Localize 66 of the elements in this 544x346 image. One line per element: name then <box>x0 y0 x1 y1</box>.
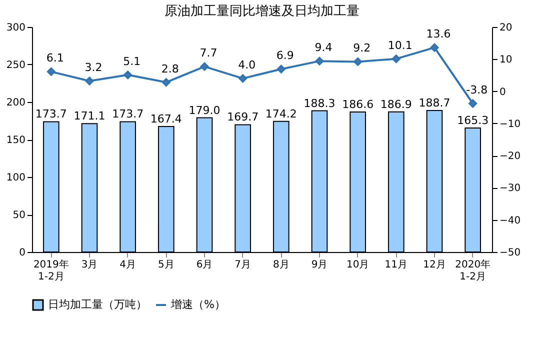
data-label: 165.3 <box>457 114 489 128</box>
data-label: 4.0 <box>238 58 256 72</box>
data-label: 13.6 <box>426 28 451 41</box>
y2-tick-label: 10 <box>500 54 512 66</box>
point <box>85 76 94 86</box>
y-tick-label: 250 <box>6 60 26 71</box>
x-tick-label: 8月 <box>272 260 290 270</box>
x-tick-label: 5月 <box>158 260 174 270</box>
point <box>162 78 170 86</box>
data-label: 9.2 <box>353 42 371 55</box>
data-label: 6.1 <box>46 52 64 65</box>
legend-label: 增速（%） <box>170 298 226 311</box>
data-label: 171.1 <box>74 110 106 123</box>
y2-tick-label: −40 <box>500 215 521 226</box>
y-tick-label: 0 <box>19 248 26 258</box>
y2-tick-label: −20 <box>500 151 521 162</box>
x-tick-label: 11月 <box>384 260 408 270</box>
x-tick-label: 2020年 1-2月 <box>455 258 491 282</box>
point <box>124 70 132 80</box>
data-label: 167.4 <box>150 112 182 126</box>
point <box>47 68 56 76</box>
point <box>468 99 477 108</box>
x-tick-label: 2019年 1-2月 <box>33 258 69 282</box>
point <box>315 56 324 66</box>
y-tick-label: 100 <box>6 172 26 184</box>
point <box>392 54 400 63</box>
data-label: -3.8 <box>466 84 488 96</box>
data-label: 2.8 <box>161 62 179 76</box>
data-label: 6.9 <box>276 49 294 62</box>
y2-tick-label: −10 <box>500 118 521 130</box>
legend-label: 日均加工量（万吨） <box>48 298 147 311</box>
y2-tick-label: −30 <box>500 183 521 194</box>
data-label: 3.2 <box>84 61 102 74</box>
chart-title: 原油加工量同比增速及日均加工量 <box>164 4 360 19</box>
point <box>200 62 209 71</box>
point <box>238 74 247 83</box>
data-label: 188.7 <box>418 96 450 110</box>
data-label: 188.3 <box>304 96 336 110</box>
y-tick-label: 150 <box>6 135 26 146</box>
data-label: 174.2 <box>265 107 297 120</box>
x-tick-label: 10月 <box>346 260 370 270</box>
x-tick-label: 4月 <box>120 260 136 270</box>
y2-tick-label: 20 <box>500 22 512 34</box>
y2-tick-label: 0 <box>500 86 506 98</box>
point <box>354 58 362 66</box>
x-tick-label: 12月 <box>423 260 446 270</box>
data-label: 169.7 <box>227 110 259 124</box>
y2-tick-label: −50 <box>500 248 521 258</box>
x-tick-label: 9月 <box>311 260 328 270</box>
data-label: 179.0 <box>188 104 220 117</box>
data-label: 173.7 <box>112 108 144 121</box>
data-label: 7.7 <box>200 46 218 60</box>
point <box>277 64 286 74</box>
data-label: 10.1 <box>388 38 412 52</box>
x-tick-label: 7月 <box>234 260 252 270</box>
y-tick-label: 300 <box>6 22 26 34</box>
data-label: 186.6 <box>342 98 374 112</box>
data-label: 5.1 <box>123 54 141 68</box>
data-label: 186.9 <box>380 98 412 111</box>
point <box>430 43 439 52</box>
y-tick-label: 50 <box>12 210 26 221</box>
x-tick-label: 6月 <box>196 260 213 270</box>
x-tick-label: 3月 <box>81 260 98 270</box>
y-tick-label: 200 <box>6 98 26 108</box>
data-label: 173.7 <box>35 108 67 121</box>
data-label: 9.4 <box>314 41 332 54</box>
